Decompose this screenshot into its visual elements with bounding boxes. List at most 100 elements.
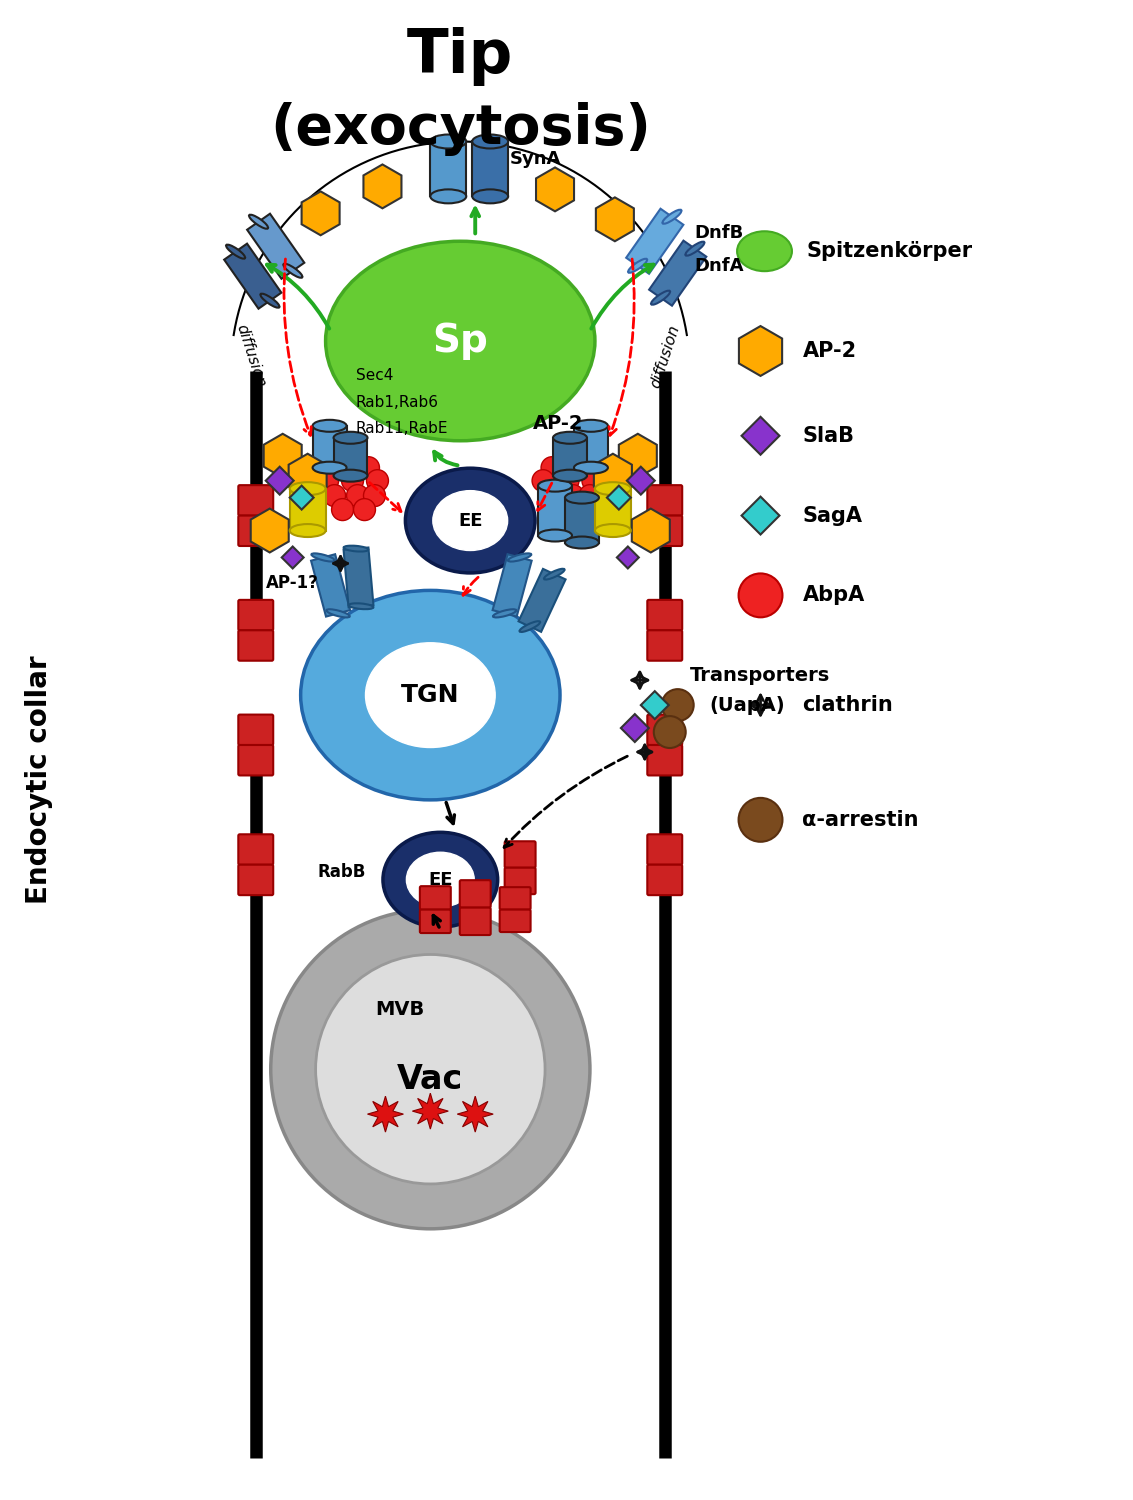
Polygon shape [536,168,574,211]
FancyBboxPatch shape [504,867,536,894]
FancyBboxPatch shape [238,630,273,660]
Polygon shape [224,243,281,309]
Text: Tip: Tip [407,27,513,86]
Polygon shape [574,426,608,468]
Circle shape [533,470,554,492]
FancyBboxPatch shape [238,516,273,546]
FancyBboxPatch shape [500,909,530,932]
Polygon shape [431,141,467,196]
Ellipse shape [520,621,540,632]
Ellipse shape [553,432,587,444]
Polygon shape [641,692,668,718]
FancyBboxPatch shape [500,886,530,909]
Text: AbpA: AbpA [802,585,864,606]
Ellipse shape [565,492,599,504]
Circle shape [739,573,783,618]
FancyBboxPatch shape [238,746,273,776]
Polygon shape [619,433,657,477]
Polygon shape [493,554,531,616]
Ellipse shape [313,420,347,432]
Ellipse shape [326,609,350,618]
Text: AP-1?: AP-1? [266,574,318,592]
Ellipse shape [544,568,564,579]
Circle shape [557,450,579,471]
Ellipse shape [538,530,572,542]
Ellipse shape [433,490,508,550]
Polygon shape [742,496,780,534]
Ellipse shape [290,524,325,537]
Circle shape [325,456,348,478]
Polygon shape [458,1096,493,1132]
Ellipse shape [508,554,531,561]
FancyBboxPatch shape [238,484,273,516]
FancyBboxPatch shape [238,864,273,895]
Circle shape [557,470,579,492]
Circle shape [341,450,364,471]
Polygon shape [627,209,683,274]
Polygon shape [290,489,325,531]
Ellipse shape [333,470,367,482]
Text: (exocytosis): (exocytosis) [270,102,650,156]
Polygon shape [607,486,631,510]
Text: SlaB: SlaB [802,426,854,445]
Circle shape [547,498,569,520]
Ellipse shape [595,524,631,537]
Polygon shape [621,714,649,742]
Ellipse shape [431,189,467,204]
Polygon shape [250,509,289,552]
FancyBboxPatch shape [647,484,682,516]
Circle shape [539,484,561,507]
FancyBboxPatch shape [647,746,682,776]
FancyBboxPatch shape [460,908,491,934]
Circle shape [582,470,604,492]
FancyBboxPatch shape [238,600,273,630]
Ellipse shape [343,546,368,552]
Ellipse shape [738,231,792,272]
Ellipse shape [538,480,572,492]
Polygon shape [313,426,347,468]
Polygon shape [412,1094,449,1130]
Polygon shape [595,489,631,531]
Polygon shape [553,438,587,476]
FancyBboxPatch shape [238,834,273,864]
Circle shape [662,688,693,722]
Circle shape [353,498,375,520]
Circle shape [739,798,783,842]
Text: SynA: SynA [510,150,562,168]
Text: Rab11,RabE: Rab11,RabE [356,422,448,436]
Circle shape [332,498,353,520]
Polygon shape [290,486,314,510]
Circle shape [347,484,368,507]
Text: Transporters: Transporters [690,666,830,684]
Text: Sp: Sp [433,322,488,360]
Ellipse shape [366,644,495,747]
Text: DnfB: DnfB [695,225,744,243]
Ellipse shape [313,462,347,474]
Polygon shape [649,240,706,306]
Text: SagA: SagA [802,506,862,525]
FancyBboxPatch shape [647,516,682,546]
Circle shape [569,498,591,520]
Circle shape [316,470,339,492]
Text: (UapA): (UapA) [709,696,785,714]
FancyBboxPatch shape [647,864,682,895]
Circle shape [364,484,385,507]
Circle shape [573,456,595,478]
Circle shape [366,470,389,492]
FancyBboxPatch shape [460,880,491,908]
Text: Vac: Vac [398,1062,463,1095]
Text: DnfA: DnfA [695,256,744,274]
Ellipse shape [325,242,595,441]
Text: RabB: RabB [317,862,366,880]
FancyBboxPatch shape [647,714,682,746]
Circle shape [341,470,364,492]
FancyBboxPatch shape [420,886,451,909]
FancyBboxPatch shape [420,909,451,933]
Ellipse shape [227,244,245,258]
Polygon shape [616,546,639,568]
Text: EE: EE [428,870,452,888]
Polygon shape [289,453,326,498]
Circle shape [654,716,685,748]
FancyBboxPatch shape [647,834,682,864]
Polygon shape [247,213,305,279]
